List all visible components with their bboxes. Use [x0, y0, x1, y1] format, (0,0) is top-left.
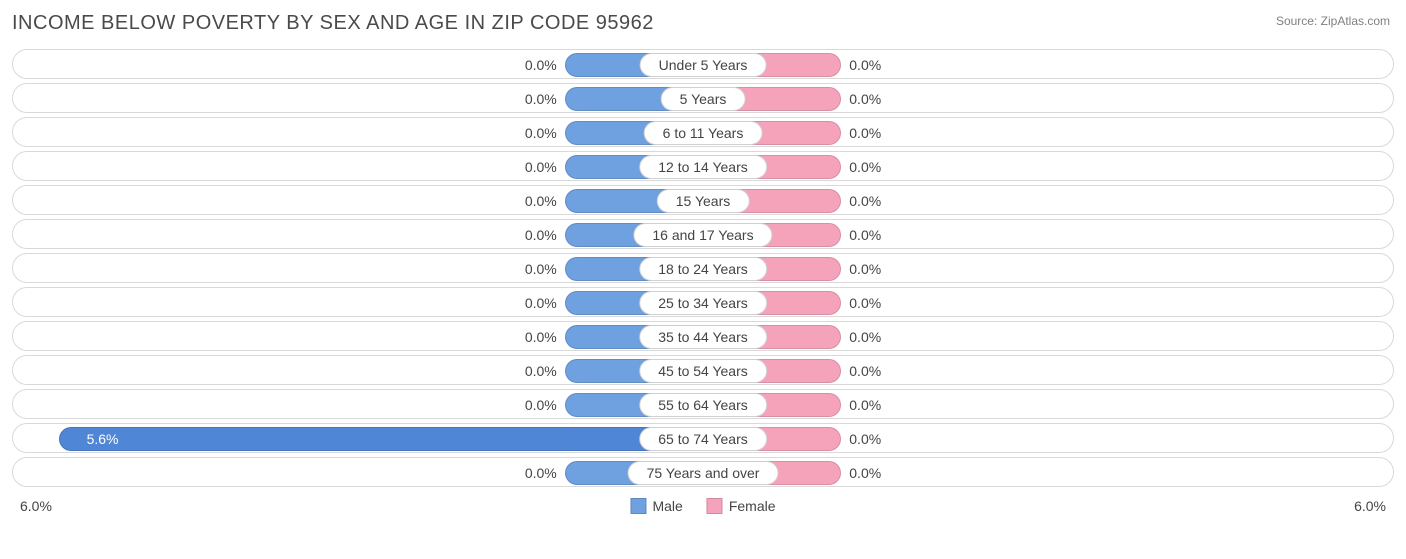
female-pct-label: 0.0% [849, 220, 881, 250]
chart-row: 0.0% 0.0% 25 to 34 Years [12, 287, 1394, 317]
female-pct-label: 0.0% [849, 356, 881, 386]
chart-row: 0.0% 0.0% 5 Years [12, 83, 1394, 113]
male-pct-label: 0.0% [525, 84, 557, 114]
male-pct-label: 0.0% [525, 288, 557, 318]
chart-source: Source: ZipAtlas.com [1276, 14, 1390, 28]
age-label: 18 to 24 Years [639, 257, 767, 281]
chart-container: INCOME BELOW POVERTY BY SEX AND AGE IN Z… [0, 0, 1406, 559]
female-pct-label: 0.0% [849, 84, 881, 114]
male-pct-label: 0.0% [525, 152, 557, 182]
legend-label-male: Male [652, 498, 682, 514]
male-pct-label: 0.0% [525, 254, 557, 284]
male-pct-label: 0.0% [525, 220, 557, 250]
female-pct-label: 0.0% [849, 288, 881, 318]
chart-row: 0.0% 0.0% 55 to 64 Years [12, 389, 1394, 419]
female-pct-label: 0.0% [849, 50, 881, 80]
chart-row: 5.6% 0.0% 65 to 74 Years [12, 423, 1394, 453]
male-pct-label: 5.6% [87, 424, 119, 454]
chart-row: 0.0% 0.0% 12 to 14 Years [12, 151, 1394, 181]
age-label: 5 Years [661, 87, 746, 111]
age-label: 12 to 14 Years [639, 155, 767, 179]
chart-row: 0.0% 0.0% 6 to 11 Years [12, 117, 1394, 147]
chart-row: 0.0% 0.0% Under 5 Years [12, 49, 1394, 79]
age-label: 75 Years and over [628, 461, 779, 485]
female-pct-label: 0.0% [849, 152, 881, 182]
male-pct-label: 0.0% [525, 50, 557, 80]
chart-footer: 6.0% Male Female 6.0% [12, 495, 1394, 517]
female-pct-label: 0.0% [849, 254, 881, 284]
age-label: 55 to 64 Years [639, 393, 767, 417]
age-label: Under 5 Years [640, 53, 767, 77]
legend-label-female: Female [729, 498, 776, 514]
female-pct-label: 0.0% [849, 118, 881, 148]
age-label: 25 to 34 Years [639, 291, 767, 315]
male-pct-label: 0.0% [525, 390, 557, 420]
legend-swatch-male [630, 498, 646, 514]
chart-row: 0.0% 0.0% 15 Years [12, 185, 1394, 215]
chart-row: 0.0% 0.0% 35 to 44 Years [12, 321, 1394, 351]
female-pct-label: 0.0% [849, 390, 881, 420]
age-label: 6 to 11 Years [644, 121, 763, 145]
chart-legend: Male Female [630, 498, 775, 514]
age-label: 35 to 44 Years [639, 325, 767, 349]
legend-swatch-female [707, 498, 723, 514]
male-pct-label: 0.0% [525, 322, 557, 352]
bar-male [59, 427, 703, 451]
male-pct-label: 0.0% [525, 118, 557, 148]
male-pct-label: 0.0% [525, 186, 557, 216]
female-pct-label: 0.0% [849, 186, 881, 216]
chart-row: 0.0% 0.0% 16 and 17 Years [12, 219, 1394, 249]
chart-row: 0.0% 0.0% 75 Years and over [12, 457, 1394, 487]
female-pct-label: 0.0% [849, 424, 881, 454]
female-pct-label: 0.0% [849, 322, 881, 352]
female-pct-label: 0.0% [849, 458, 881, 488]
male-pct-label: 0.0% [525, 458, 557, 488]
legend-item-male: Male [630, 498, 682, 514]
chart-row: 0.0% 0.0% 45 to 54 Years [12, 355, 1394, 385]
chart-header: INCOME BELOW POVERTY BY SEX AND AGE IN Z… [12, 12, 1394, 35]
axis-label-left: 6.0% [20, 498, 52, 514]
age-label: 15 Years [657, 189, 750, 213]
axis-label-right: 6.0% [1354, 498, 1386, 514]
chart-row: 0.0% 0.0% 18 to 24 Years [12, 253, 1394, 283]
legend-item-female: Female [707, 498, 776, 514]
age-label: 45 to 54 Years [639, 359, 767, 383]
chart-title: INCOME BELOW POVERTY BY SEX AND AGE IN Z… [12, 12, 654, 35]
age-label: 16 and 17 Years [633, 223, 772, 247]
chart-rows: 0.0%0.0%Under 5 Years0.0%0.0%5 Years0.0%… [12, 49, 1394, 487]
male-pct-label: 0.0% [525, 356, 557, 386]
age-label: 65 to 74 Years [639, 427, 767, 451]
